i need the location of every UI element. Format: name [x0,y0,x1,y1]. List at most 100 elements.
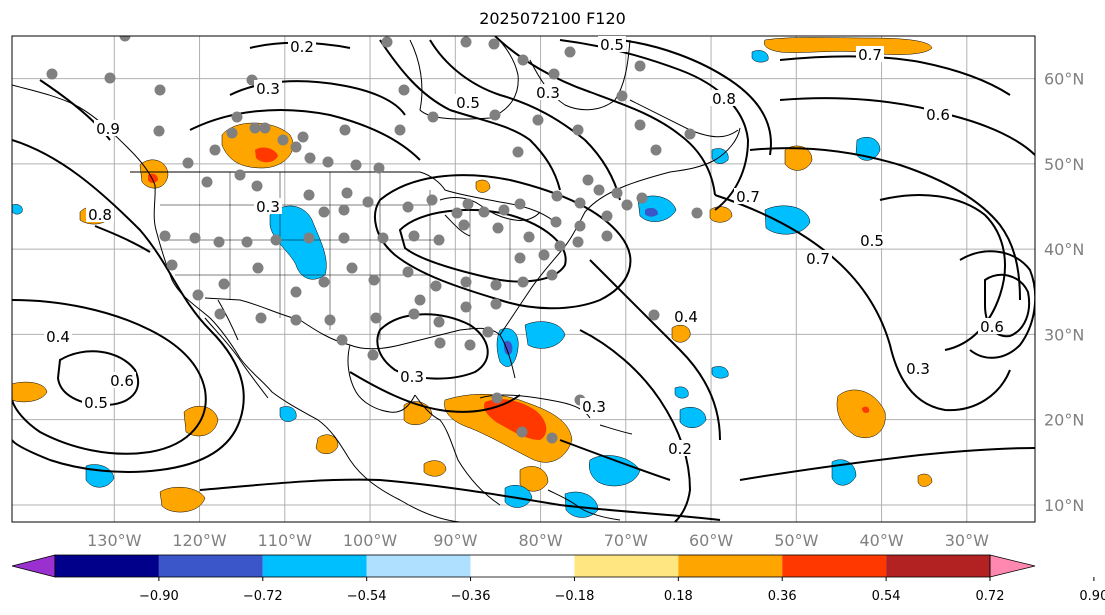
contour-line [959,250,1035,359]
station-marker [303,232,315,244]
map-title: 2025072100 F120 [479,9,626,28]
contour-line [739,447,1035,481]
contour-line [589,259,721,441]
contour-label-bg [734,188,762,204]
contour-label: 0.8 [88,206,112,224]
colorbar-segment [782,555,887,577]
station-marker [154,84,166,96]
map-border [11,35,1036,523]
shade-region [711,366,729,379]
contour-label-bg [672,308,700,324]
station-marker [341,187,353,199]
latitude-label: 30°N [1044,325,1084,344]
coastline [204,317,269,399]
station-marker [231,111,243,123]
longitude-label: 80°W [518,531,562,550]
station-marker [551,190,563,202]
station-marker [324,314,336,326]
station-marker [277,134,289,146]
station-marker [621,199,633,211]
shade-region [159,486,206,513]
longitude-label: 30°W [945,531,989,550]
contour-label-bg [534,84,562,100]
contour-label: 0.7 [736,188,760,206]
station-marker [159,230,171,242]
station-marker [367,349,379,361]
station-marker [489,109,501,121]
station-marker [218,278,230,290]
shade-region [784,145,813,171]
contour-line [349,371,521,413]
shade-region [764,37,933,55]
contour-label-bg [804,250,832,266]
contour-label: 0.9 [96,120,120,138]
station-marker [492,222,504,234]
station-marker [318,276,330,288]
station-marker [241,236,253,248]
station-marker [636,192,648,204]
station-marker [408,230,420,242]
station-marker [546,432,558,444]
station-marker [234,169,246,181]
contour-label: 0.6 [110,372,134,390]
station-marker [433,316,445,328]
station-marker [427,111,439,123]
station-marker [634,119,646,131]
contour-label: 0.4 [46,328,70,346]
station-marker [370,312,382,324]
station-marker [201,176,213,188]
shade-region [255,147,278,163]
station-marker [104,72,116,84]
contour-line [94,225,151,253]
station-marker [593,184,605,196]
coastlines [12,36,741,522]
station-marker [346,262,358,274]
station-marker [373,162,385,174]
contour-line [12,299,207,455]
latitude-labels: 10°N 20°N 30°N 40°N 50°N 60°N [1044,70,1084,515]
station-markers [46,36,703,444]
station-marker [350,159,362,171]
shade-region [484,399,547,440]
shade-region [645,207,658,217]
contour-label-bg [288,38,316,54]
coastline [499,127,741,336]
station-marker [318,206,330,218]
contour-label-bg [254,80,282,96]
station-marker [460,301,472,313]
shade-region [423,460,447,477]
contour-line [374,174,632,310]
station-marker [490,279,502,291]
colorbar-tick-label: 0.36 [768,589,797,604]
lake [444,214,471,237]
shade-region [674,386,689,399]
lake [439,197,541,221]
station-marker [338,204,350,216]
state-borders [160,172,511,340]
shade-region [917,473,933,487]
station-marker [119,36,131,42]
station-marker [434,337,446,349]
station-marker [538,249,550,261]
contour-label-bg [904,360,932,376]
station-marker [252,262,264,274]
station-marker [166,259,178,271]
shade-region [589,455,641,487]
shade-region [504,485,533,508]
shade-region [12,204,23,215]
contour-label: 0.3 [256,198,280,216]
contour-line [429,39,621,201]
contour-label-bg [108,372,136,388]
contour-labels: 0.20.30.5 0.80.60.70.70.50.40.30.60.90.50… [44,36,1006,458]
station-marker [322,156,334,168]
longitude-label: 100°W [343,531,398,550]
longitude-label: 90°W [433,531,477,550]
station-marker [532,114,544,126]
contour-label-bg [454,94,482,110]
contour-label: 0.6 [926,106,950,124]
contour-label: 0.6 [980,318,1004,336]
contour-label: 0.2 [290,38,314,56]
station-marker [414,294,426,306]
longitude-label: 130°W [87,531,142,550]
